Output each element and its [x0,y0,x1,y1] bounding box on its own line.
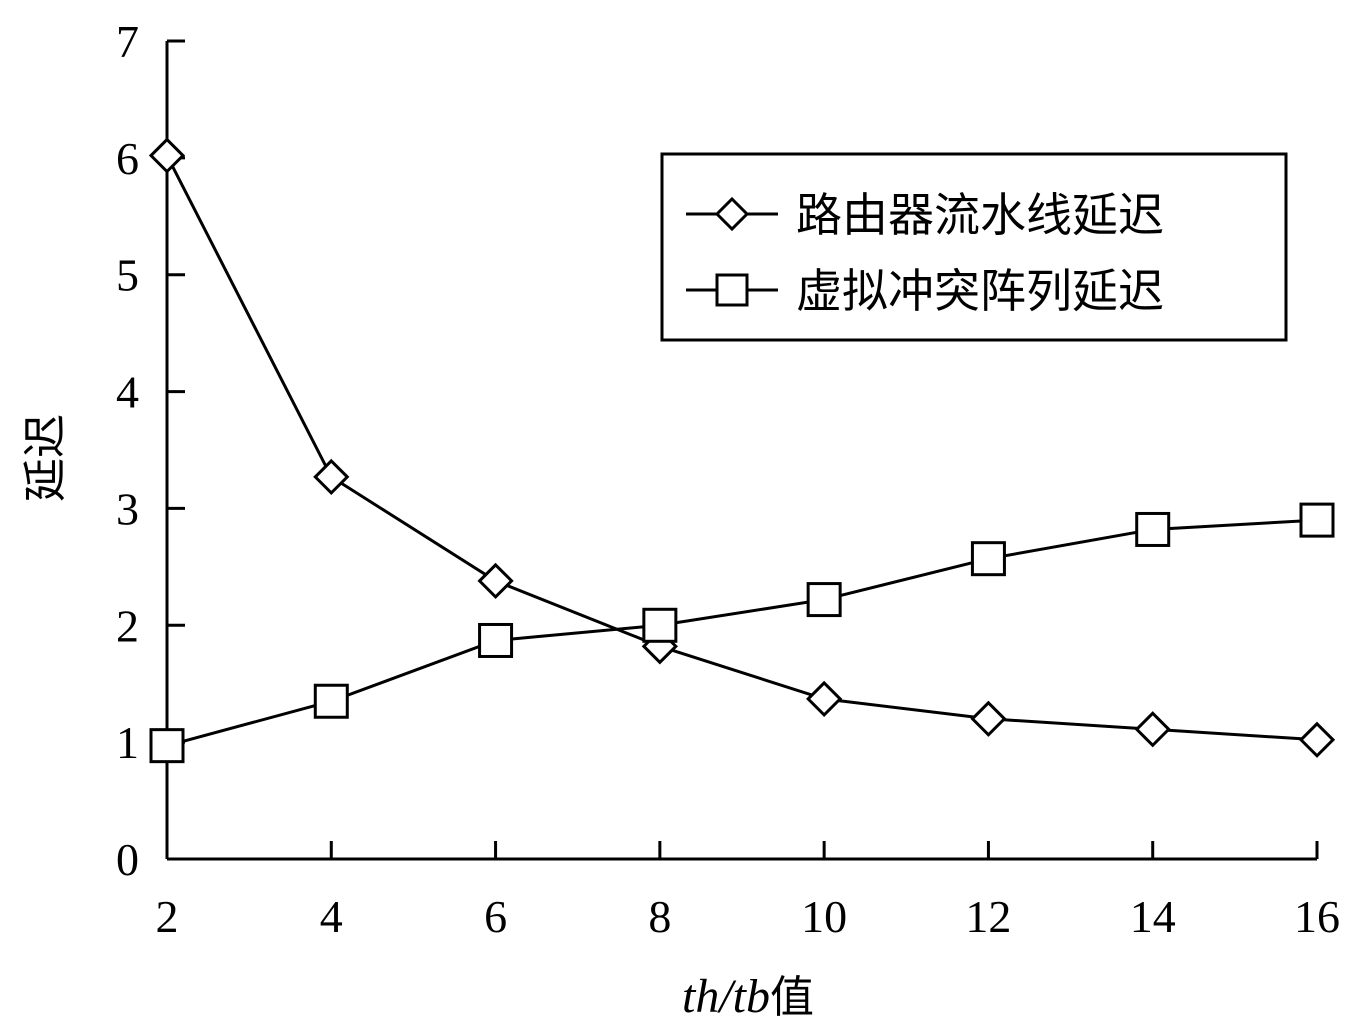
data-point-diamond [477,562,514,600]
x-tick-label: 12 [965,891,1011,942]
y-tick-label: 6 [116,133,139,184]
y-tick-label: 7 [116,16,139,67]
x-tick-label: 8 [648,891,671,942]
x-tick-label: 10 [801,891,847,942]
y-tick-label: 3 [116,483,139,534]
legend-marker-square-icon [715,273,749,307]
data-point-square [970,541,1006,577]
legend-label-series-1: 路由器流水线延迟 [796,188,1164,242]
y-tick-label: 2 [116,600,139,651]
x-tick-label: 6 [484,891,507,942]
y-axis-title: 延迟 [20,414,71,502]
series-line-2 [166,518,1318,748]
y-tick-label: 5 [116,250,139,301]
data-point-square [1299,502,1335,538]
x-tick-label: 14 [1130,891,1176,942]
series-line-1 [165,154,1318,742]
data-point-diamond [806,680,843,718]
legend: 路由器流水线延迟 虚拟冲突阵列延迟 [660,152,1288,342]
data-point-square [313,683,349,719]
legend-box [660,152,1288,342]
y-tick-label: 4 [116,367,139,418]
data-point-square [642,607,678,643]
x-axis-title-italic: th/tb [682,970,770,1023]
series-2 [149,502,1335,764]
data-point-diamond [313,458,350,495]
data-point-diamond [970,700,1007,737]
y-tick-label: 1 [116,717,139,768]
x-tick-label: 2 [156,891,179,942]
legend-item-series-1: 路由器流水线延迟 [686,188,1164,242]
x-axis-title-suffix: 值 [770,972,814,1023]
data-point-diamond [1298,721,1336,758]
x-axis-title: th/tb值 [682,970,814,1023]
series-1 [148,137,1336,758]
y-tick-label: 0 [116,834,139,885]
data-point-diamond [1134,711,1171,748]
data-point-square [478,622,514,658]
series-layer [148,137,1336,764]
legend-marker-diamond-icon [714,196,750,232]
x-tick-label: 4 [320,891,343,942]
data-point-square [149,728,185,764]
data-point-square [806,582,842,618]
data-point-diamond [148,137,186,174]
x-tick-label: 16 [1294,891,1340,942]
legend-item-series-2: 虚拟冲突阵列延迟 [686,264,1164,318]
legend-label-series-2: 虚拟冲突阵列延迟 [796,264,1164,318]
data-point-square [1135,511,1171,547]
